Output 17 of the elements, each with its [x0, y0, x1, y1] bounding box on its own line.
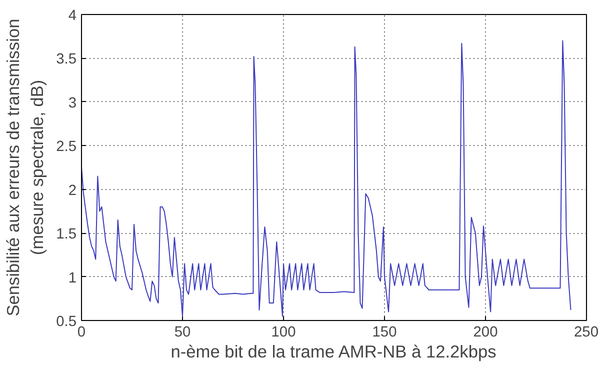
y-tick-label: 2: [68, 182, 77, 199]
y-tick-label: 4: [68, 8, 77, 24]
x-tick-label: 150: [372, 324, 397, 340]
x-tick-label: 100: [271, 324, 296, 340]
x-tick-label: 0: [77, 324, 86, 340]
y-axis-title: Sensibilité aux erreurs de transmission (mesure spectrale, dB): [3, 18, 48, 316]
x-tick-label: 250: [574, 324, 598, 340]
x-tick-label: 50: [174, 324, 191, 340]
y-tick-label: 0.5: [56, 314, 76, 330]
y-tick-label: 3: [68, 95, 77, 112]
y-tick-label: 1: [68, 270, 77, 286]
y-tick-label: 3.5: [56, 52, 76, 68]
y-tick-label: 1.5: [56, 226, 76, 243]
x-tick-label: 200: [473, 324, 498, 340]
x-axis-title: n-ème bit de la trame AMR-NB à 12.2kbps: [170, 342, 497, 362]
y-tick-label: 2.5: [56, 139, 76, 156]
line-series: [82, 40, 572, 317]
